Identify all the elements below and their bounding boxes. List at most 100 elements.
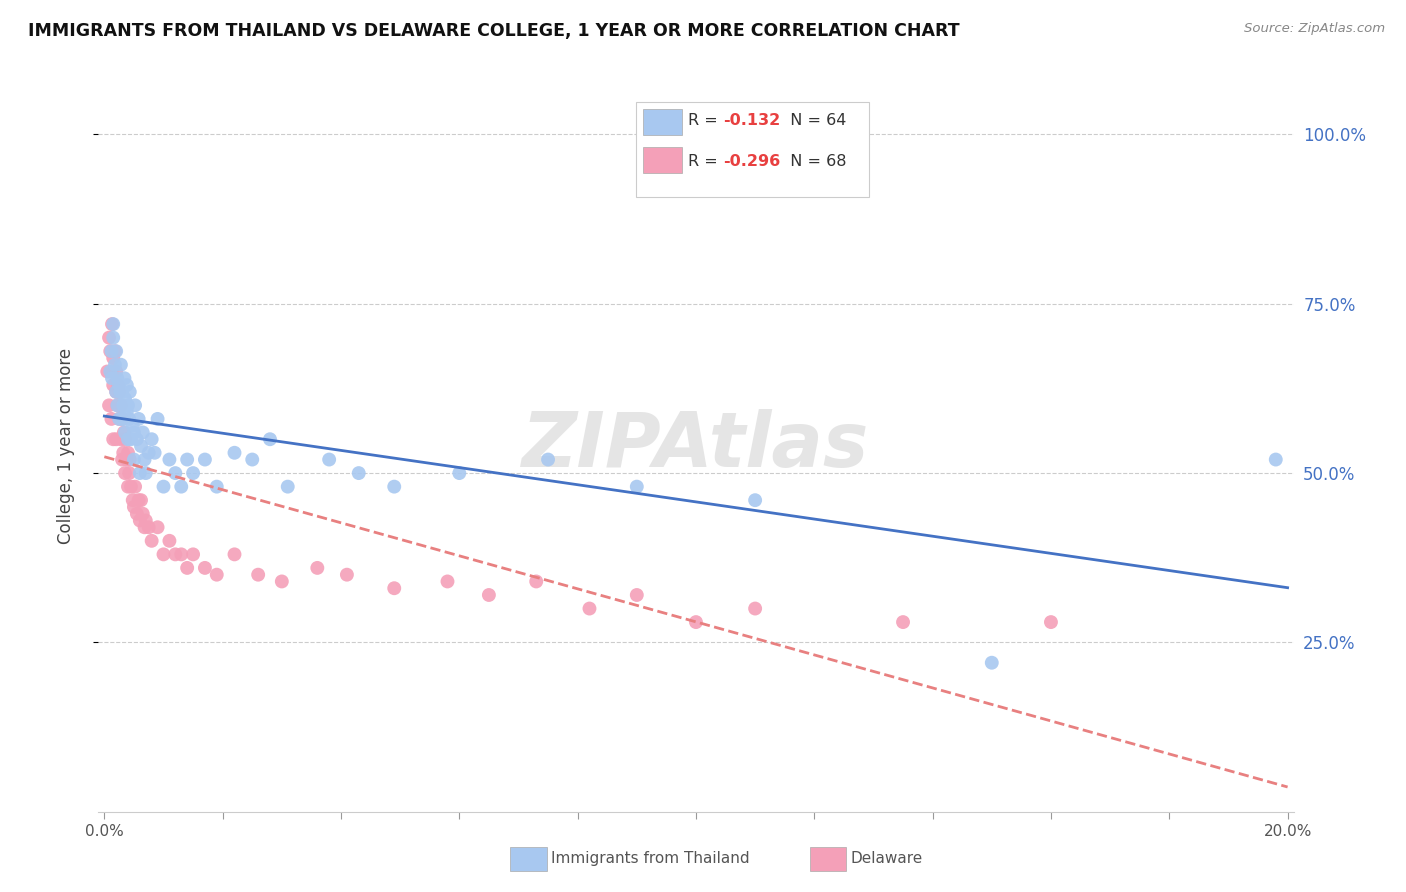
Point <box>103 351 125 365</box>
Point <box>98 364 121 378</box>
Point <box>104 344 127 359</box>
FancyBboxPatch shape <box>644 109 682 136</box>
Point <box>98 331 121 345</box>
Point <box>176 561 198 575</box>
Point <box>152 547 174 561</box>
Point <box>224 446 246 460</box>
Text: -0.296: -0.296 <box>724 154 780 169</box>
Point <box>108 384 131 399</box>
Point <box>181 547 204 561</box>
Point <box>115 405 138 419</box>
FancyBboxPatch shape <box>644 147 682 173</box>
Point <box>96 364 118 378</box>
Point <box>105 384 128 399</box>
Point <box>112 425 135 440</box>
Point <box>125 432 148 446</box>
Point <box>1039 615 1062 629</box>
Point <box>744 601 766 615</box>
Point <box>122 425 145 440</box>
Point <box>578 601 600 615</box>
Point <box>114 425 136 440</box>
Point <box>980 656 1002 670</box>
Point <box>103 378 125 392</box>
Point <box>107 378 129 392</box>
Point <box>141 432 163 446</box>
Point <box>478 588 501 602</box>
Point <box>336 567 359 582</box>
Point <box>277 480 299 494</box>
Point <box>112 398 135 412</box>
Point <box>347 466 370 480</box>
Point <box>120 432 142 446</box>
Text: -0.132: -0.132 <box>724 113 780 128</box>
Point <box>382 480 405 494</box>
Point <box>170 547 193 561</box>
Point <box>134 452 156 467</box>
Point <box>1264 452 1286 467</box>
Point <box>117 446 139 460</box>
Point <box>128 412 150 426</box>
Text: R =: R = <box>688 113 723 128</box>
Point <box>152 480 174 494</box>
Point <box>128 514 150 528</box>
Point <box>111 412 134 426</box>
Point <box>124 398 146 412</box>
Point <box>103 317 125 331</box>
Point <box>181 466 204 480</box>
Point <box>128 493 150 508</box>
Point <box>105 432 128 446</box>
Point <box>157 452 180 467</box>
Point <box>224 547 246 561</box>
Point <box>240 452 263 467</box>
Point <box>146 412 169 426</box>
Text: Immigrants from Thailand: Immigrants from Thailand <box>551 851 749 865</box>
Point <box>111 384 134 399</box>
Point <box>135 514 157 528</box>
Point <box>449 466 471 480</box>
Point <box>115 378 138 392</box>
Point <box>103 331 125 345</box>
Point <box>121 418 143 433</box>
Point <box>129 439 152 453</box>
Point <box>157 533 180 548</box>
Point <box>685 615 707 629</box>
Point <box>117 398 139 412</box>
Point <box>318 452 340 467</box>
Point <box>122 452 145 467</box>
Point <box>125 507 148 521</box>
Point <box>165 466 187 480</box>
Point <box>270 574 292 589</box>
Point <box>626 588 648 602</box>
Point <box>114 466 136 480</box>
Y-axis label: College, 1 year or more: College, 1 year or more <box>56 348 75 544</box>
Point <box>132 425 155 440</box>
Point <box>110 358 132 372</box>
Point <box>111 412 134 426</box>
Point <box>307 561 329 575</box>
Point <box>114 371 136 385</box>
Point <box>103 432 125 446</box>
Point <box>101 317 124 331</box>
Point <box>104 358 127 372</box>
Point <box>382 581 405 595</box>
Point <box>891 615 914 629</box>
Point <box>108 412 131 426</box>
Point <box>108 378 131 392</box>
Point <box>111 452 134 467</box>
Point <box>436 574 458 589</box>
Point <box>143 446 166 460</box>
Point <box>120 480 142 494</box>
Point <box>121 493 143 508</box>
Text: Delaware: Delaware <box>851 851 922 865</box>
Text: ZIPAtlas: ZIPAtlas <box>522 409 870 483</box>
Point <box>105 398 128 412</box>
Point <box>105 344 128 359</box>
Point <box>105 371 128 385</box>
Point <box>115 452 138 467</box>
Point <box>129 493 152 508</box>
Point <box>122 500 145 514</box>
Point <box>98 398 121 412</box>
Point <box>114 432 136 446</box>
Point <box>176 452 198 467</box>
Point <box>112 446 135 460</box>
